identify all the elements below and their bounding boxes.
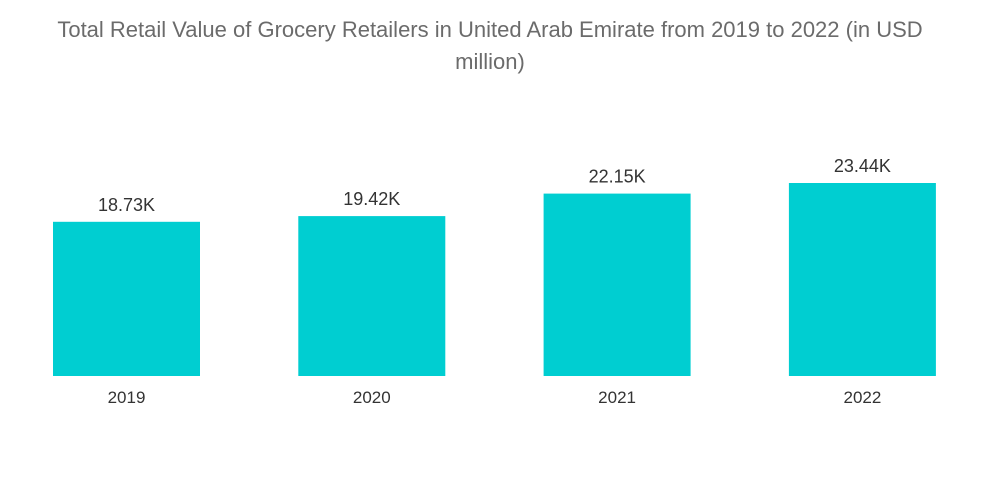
bar-2021 [543,193,691,376]
data-label-2019: 18.73K [98,195,155,215]
x-tick-label-2021: 2021 [598,388,636,407]
x-tick-label-2022: 2022 [843,388,881,407]
data-label-2022: 23.44K [834,156,891,176]
chart-title: Total Retail Value of Grocery Retailers … [57,17,923,74]
bars-layer [53,183,936,376]
ticks-layer: 2019 2020 2021 2022 [108,388,882,407]
bar-2020 [298,216,446,376]
x-tick-label-2020: 2020 [353,388,391,407]
data-label-2020: 19.42K [343,189,400,209]
bar-2022 [788,183,936,376]
x-tick-label-2019: 2019 [108,388,146,407]
bar-2019 [53,221,200,376]
data-label-2021: 22.15K [589,167,646,187]
labels-layer: 18.73K 19.42K 22.15K 23.44K [98,156,891,215]
